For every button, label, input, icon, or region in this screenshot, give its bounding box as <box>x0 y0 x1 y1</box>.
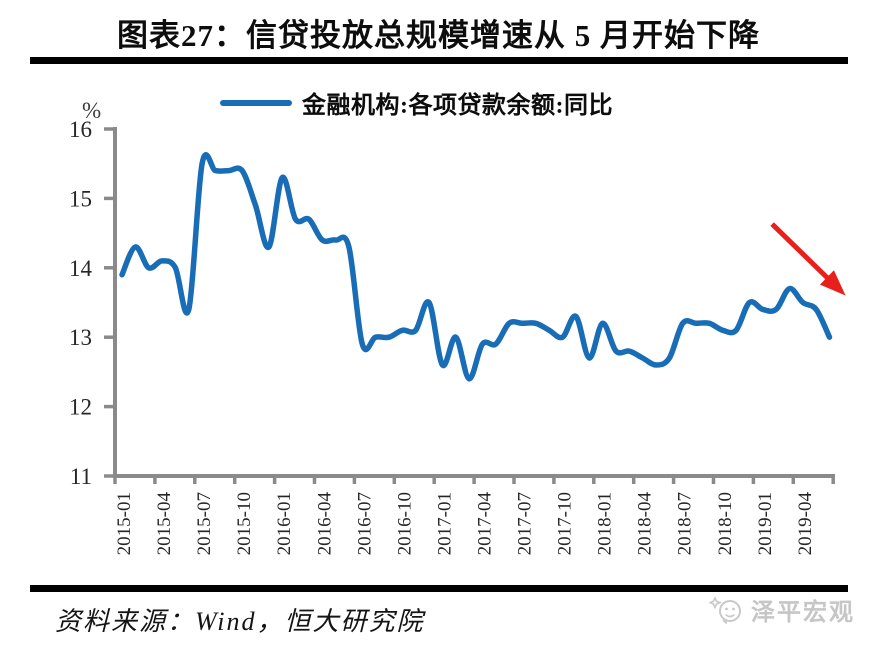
title-divider <box>30 57 848 64</box>
figure-title: 图表27：信贷投放总规模增速从 5 月开始下降 <box>117 18 760 53</box>
x-axis-label: 2015-04 <box>154 492 175 556</box>
y-axis-label: 11 <box>70 464 92 489</box>
x-axis-label: 2015-07 <box>194 492 215 555</box>
y-axis-unit-label: % <box>82 98 102 123</box>
trend-arrow-head <box>819 270 846 296</box>
watermark: 泽平宏观 <box>709 592 855 627</box>
y-axis-label: 15 <box>69 186 92 211</box>
x-axis-label: 2019-04 <box>795 492 816 556</box>
x-axis-label: 2018-01 <box>595 492 616 555</box>
legend-line-swatch <box>220 99 292 106</box>
x-axis-label: 2017-04 <box>474 492 495 556</box>
x-axis-label: 2016-04 <box>314 492 335 556</box>
source-note: 资料来源：Wind，恒大研究院 <box>55 607 425 636</box>
y-axis-label: 16 <box>69 117 92 142</box>
x-axis-label: 2018-07 <box>675 492 696 555</box>
data-line-loan-balance-yoy <box>119 152 833 382</box>
watermark-text: 泽平宏观 <box>751 600 855 626</box>
x-axis-label: 2017-01 <box>434 492 455 555</box>
chart-legend: 金融机构:各项贷款余额:同比 <box>0 85 855 120</box>
x-axis-label: 2016-10 <box>394 492 415 555</box>
x-axis-label: 2017-10 <box>555 492 576 555</box>
x-axis-label: 2019-01 <box>755 492 776 555</box>
zeping-macro-logo-icon <box>709 595 741 625</box>
y-axis-label: 12 <box>69 395 92 420</box>
trend-arrow-shaft <box>770 222 835 285</box>
footer-divider <box>30 585 848 592</box>
line-chart-plot-area: 16 15 14 13 12 11 2015-01 2015-04 2015-07 2015-10… <box>69 117 846 556</box>
x-axis-label: 2017-07 <box>515 492 536 555</box>
x-axis-label: 2018-04 <box>635 492 656 556</box>
x-axis-label: 2016-07 <box>354 492 375 555</box>
legend-label: 金融机构:各项贷款余额:同比 <box>302 93 613 119</box>
x-axis-label: 2018-10 <box>715 492 736 555</box>
y-axis-label: 14 <box>69 256 93 281</box>
x-axis-label: 2015-01 <box>114 492 135 555</box>
y-axis-label: 13 <box>69 325 92 350</box>
x-axis-label: 2016-01 <box>274 492 295 555</box>
x-axis-label: 2015-10 <box>234 492 255 555</box>
